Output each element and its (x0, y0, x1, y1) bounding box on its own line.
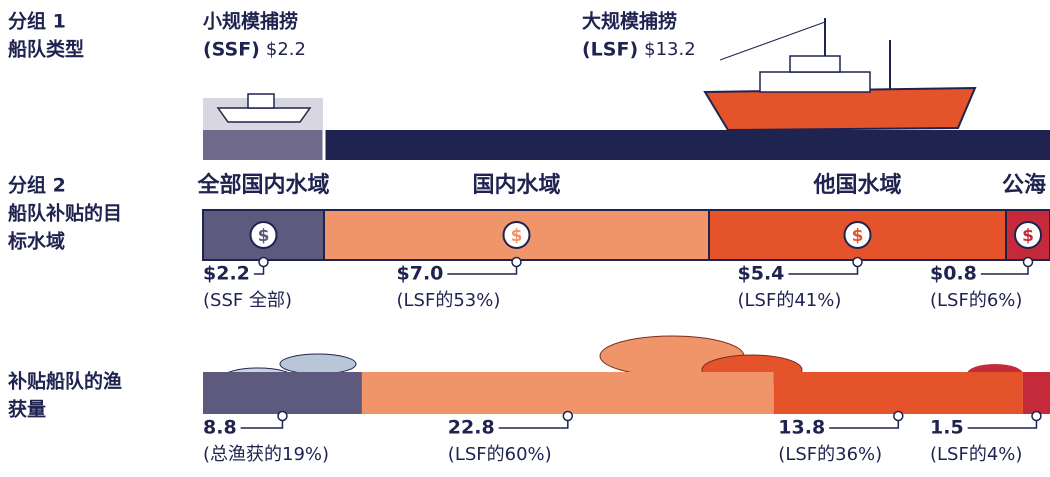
note-label: (总渔获的19%) (203, 444, 329, 465)
dollar-symbol: $ (1022, 226, 1034, 246)
leader-dot (1031, 410, 1042, 422)
boat (216, 107, 312, 123)
leader-line (240, 418, 284, 429)
segment-code: (LSF) (582, 39, 638, 61)
dollar-icon (843, 221, 872, 249)
note-label: (SSF 全部) (203, 290, 292, 311)
leader-line (788, 264, 859, 275)
value-label: 22.8 (448, 417, 495, 439)
leader-line (980, 264, 1029, 275)
row-label: 分组 2 (8, 174, 66, 197)
dollar-symbol: $ (511, 226, 523, 246)
bar-segment (324, 130, 1050, 160)
dollar-icon (502, 221, 531, 249)
value-label: $2.2 (203, 263, 250, 285)
fish (279, 353, 357, 375)
ship-deck (759, 71, 871, 93)
bar-segment (203, 372, 362, 414)
value-label: 8.8 (203, 417, 237, 439)
leader-line (829, 418, 900, 429)
row-label: 获量 (8, 398, 46, 421)
value-label: 1.5 (930, 417, 964, 439)
ship-hull (703, 86, 977, 132)
value-label: $7.0 (397, 263, 444, 285)
segment-name: 国内水域 (472, 172, 560, 198)
bar-segment (1022, 372, 1050, 414)
dollar-symbol: $ (852, 226, 864, 246)
leader-line (447, 264, 518, 275)
row-label: 分组 1 (8, 10, 66, 33)
segment-name: 他国水域 (812, 172, 901, 198)
note-label: (LSF的6%) (930, 290, 1022, 311)
dollar-icon (1014, 221, 1042, 249)
segment-code: (SSF) (203, 39, 260, 61)
note-label: (LSF的4%) (930, 444, 1022, 465)
segment-name: 全部国内水域 (196, 172, 329, 198)
leader-line (498, 418, 569, 429)
leader-dot (258, 256, 269, 268)
leader-dot (1022, 256, 1034, 268)
bar-segment (361, 372, 774, 414)
leader-dot (852, 256, 863, 268)
segment-name: 大规模捕捞 (582, 10, 677, 33)
leader-line (967, 418, 1038, 429)
ship-bridge (789, 55, 841, 73)
value-label: $2.2 (266, 39, 306, 60)
note-label: (LSF的36%) (778, 444, 882, 465)
segment-name: 小规模捕捞 (203, 10, 298, 33)
segment-name: 公海 (1002, 172, 1046, 198)
leader-dot (277, 410, 288, 422)
leader-line (253, 264, 265, 275)
dollar-symbol: $ (258, 226, 270, 246)
leader-dot (893, 410, 904, 422)
boat-cabin (247, 93, 275, 109)
value-label: $13.2 (644, 39, 696, 60)
ship-rigging (719, 21, 826, 61)
bar-segment (203, 130, 324, 160)
dollar-icon (249, 221, 278, 249)
row-label: 补贴船队的渔 (8, 370, 122, 393)
bar-segment (773, 372, 1023, 414)
row-label: 船队类型 (8, 38, 84, 61)
value-label: $5.4 (738, 263, 785, 285)
decorations (203, 18, 1023, 389)
value-label: 13.8 (778, 417, 825, 439)
row-label: 标水域 (8, 230, 65, 253)
leader-dot (511, 256, 522, 268)
leader-dot (562, 410, 574, 422)
note-label: (LSF的60%) (448, 444, 552, 465)
note-label: (LSF的41%) (738, 290, 842, 311)
row-label: 船队补贴的目 (8, 202, 122, 225)
value-label: $0.8 (930, 263, 977, 285)
note-label: (LSF的53%) (397, 290, 501, 311)
